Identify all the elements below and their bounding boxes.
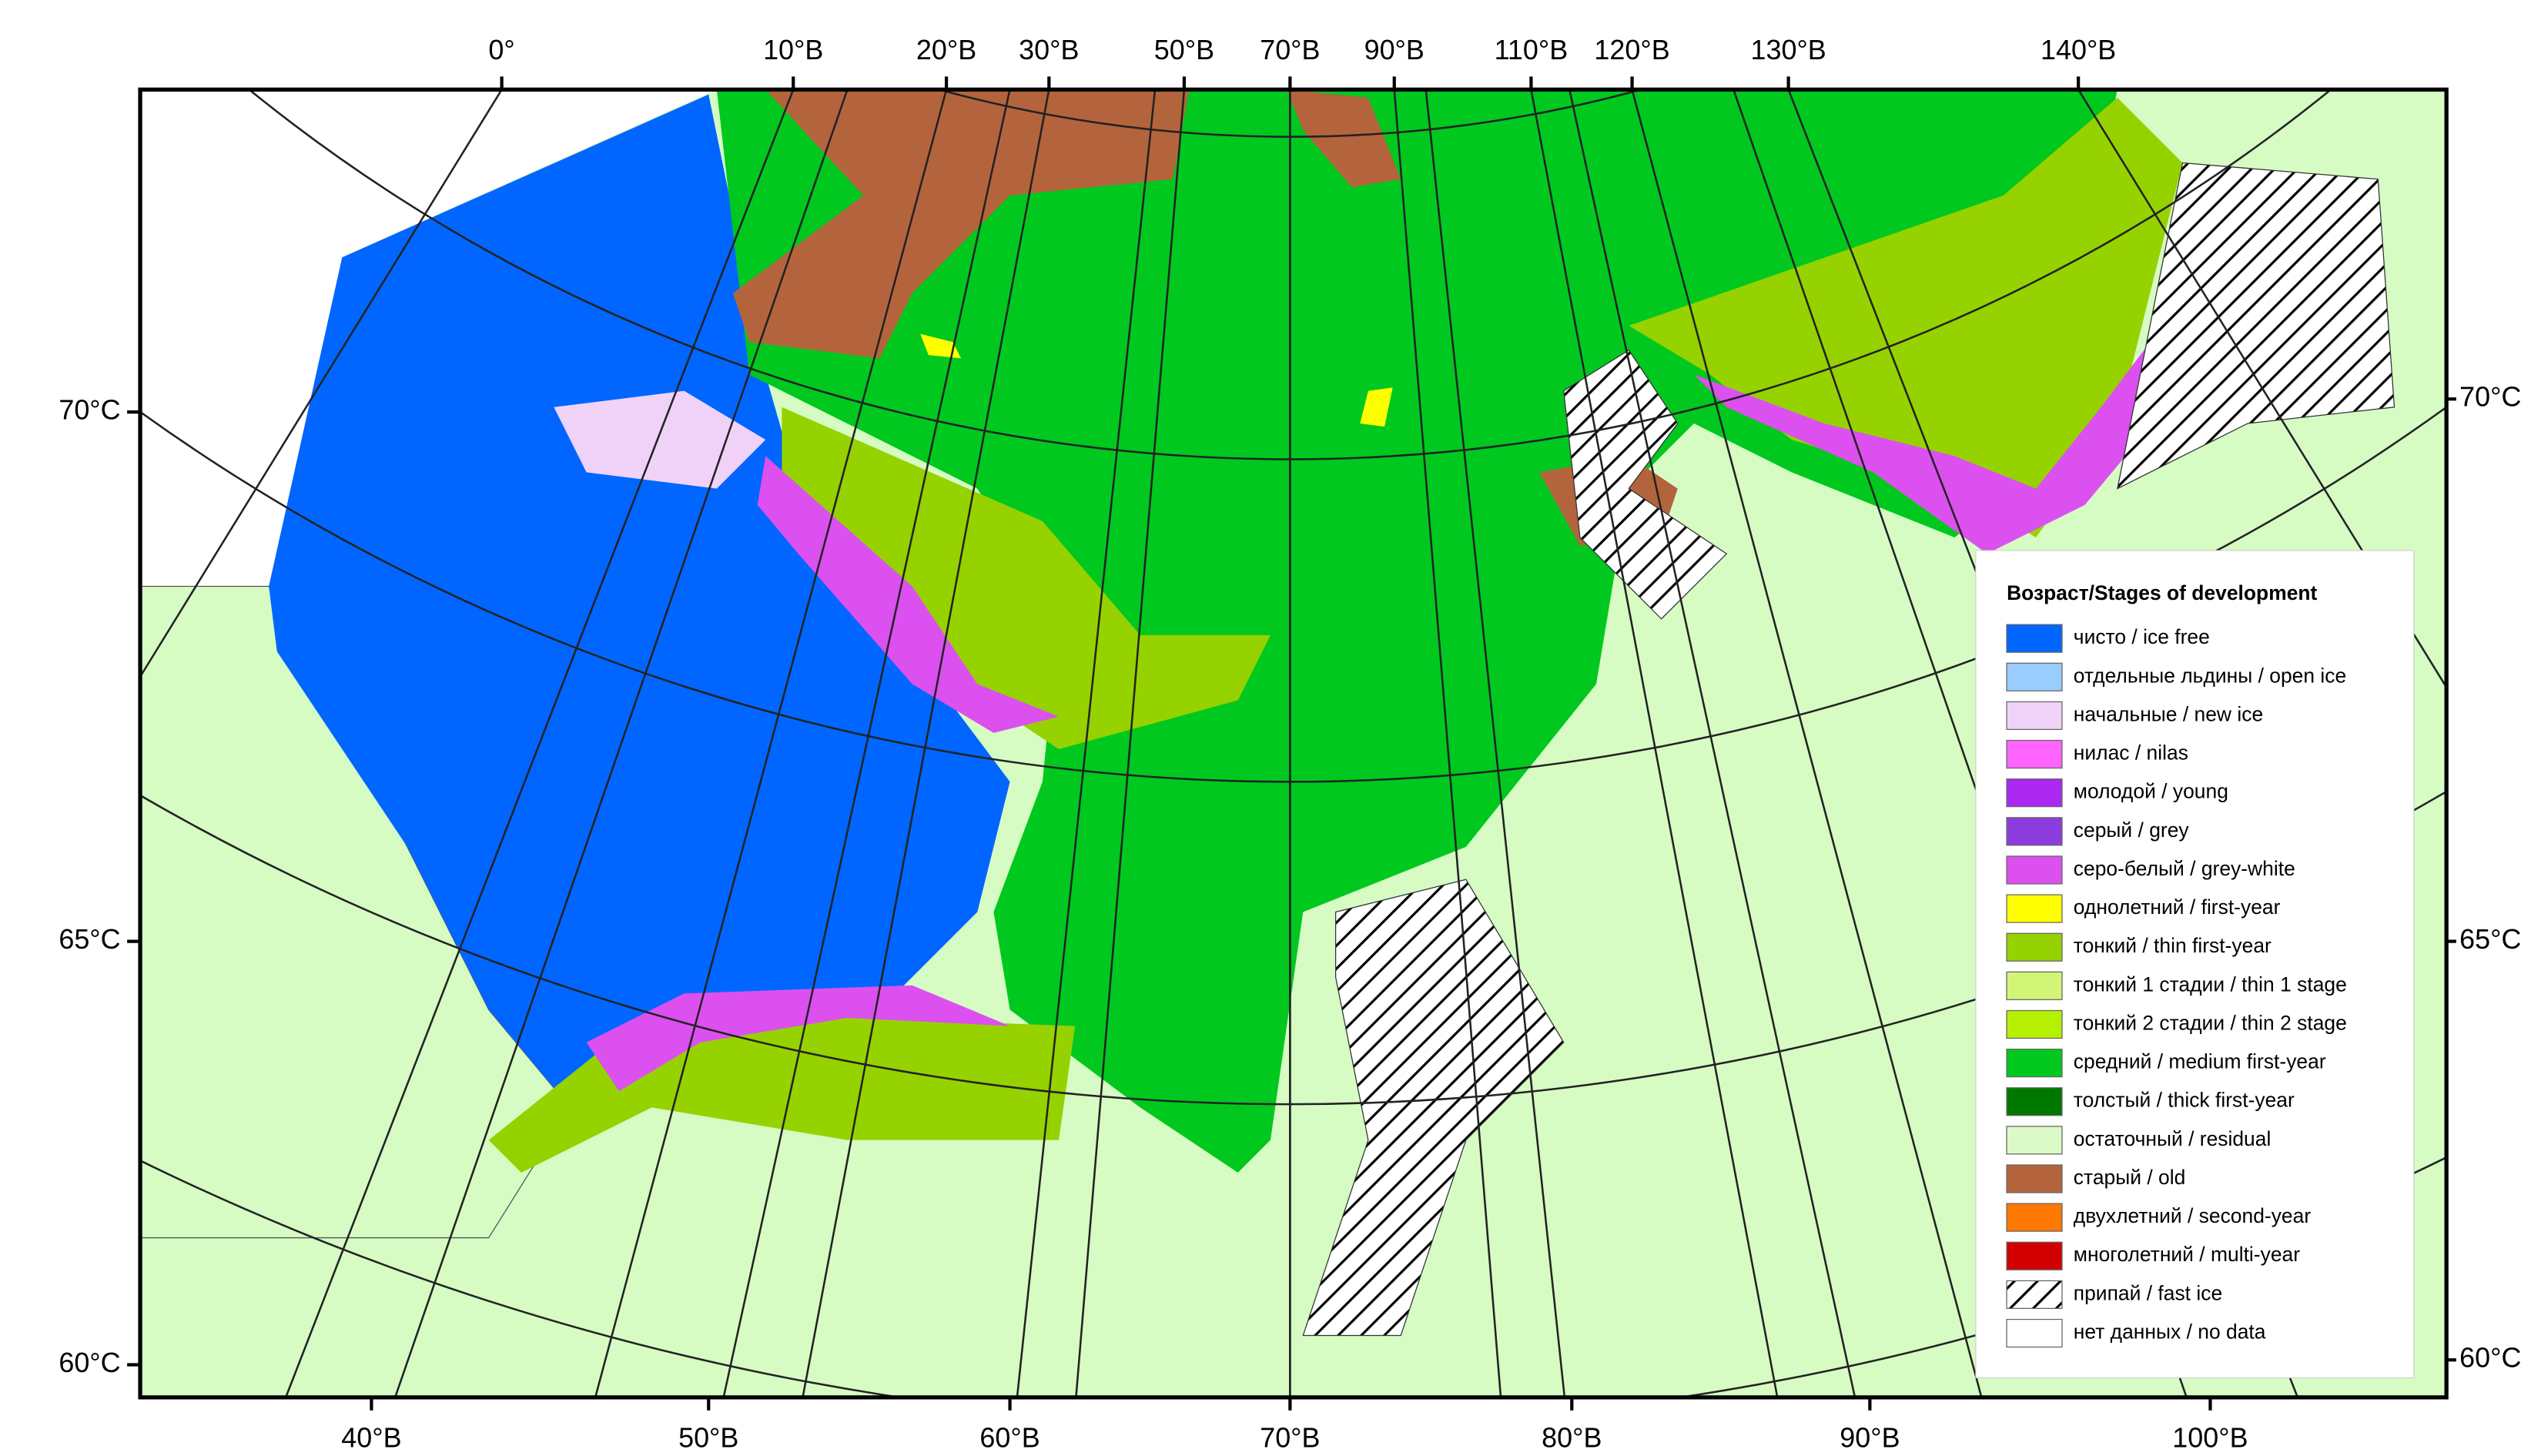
top-label: 20°В — [916, 34, 976, 65]
legend-label: тонкий 2 стадии / thin 2 stage — [2074, 1011, 2347, 1034]
bottom-label: 50°В — [678, 1421, 738, 1453]
left-label: 60°С — [59, 1347, 120, 1378]
meridian — [1530, 89, 1779, 1397]
new-ice — [554, 390, 766, 489]
legend-label: тонкий 1 стадии / thin 1 stage — [2074, 972, 2347, 996]
top-label: 130°В — [1750, 34, 1826, 65]
legend-label: средний / medium first-year — [2074, 1050, 2326, 1073]
fast-ice — [2117, 162, 2395, 490]
legend-swatch — [2006, 971, 2063, 1000]
top-label: 0° — [488, 34, 514, 65]
meridian — [1568, 89, 1856, 1397]
old-ice — [1287, 89, 1401, 188]
bottom-label: 60°В — [979, 1421, 1040, 1453]
legend-swatch — [2006, 1087, 2063, 1116]
meridian — [722, 89, 1011, 1397]
legend: Возраст/Stages of development чисто / ic… — [1975, 550, 2415, 1378]
top-label: 30°В — [1019, 34, 1079, 65]
bottom-label: 100°В — [2172, 1421, 2248, 1453]
legend-label: однолетний / first-year — [2074, 895, 2281, 919]
top-label: 120°В — [1594, 34, 1669, 65]
top-label: 90°В — [1364, 34, 1424, 65]
meridian — [1631, 89, 1983, 1397]
legend-swatch — [2006, 1241, 2063, 1270]
left-label: 70°С — [59, 394, 120, 426]
meridian — [1075, 89, 1186, 1397]
meridian — [393, 89, 849, 1397]
legend-swatch — [2006, 1048, 2063, 1078]
meridian — [284, 89, 795, 1397]
legend-swatch — [2006, 1009, 2063, 1039]
top-label: 10°В — [763, 34, 823, 65]
meridian — [802, 89, 1050, 1397]
legend-label: припай / fast ice — [2074, 1281, 2222, 1304]
bottom-label: 70°В — [1260, 1421, 1320, 1453]
legend-label: чисто / ice free — [2074, 625, 2210, 648]
grey-white-ice — [586, 985, 1010, 1092]
top-label: 70°В — [1260, 34, 1320, 65]
legend-label: серо-белый / grey-white — [2074, 857, 2295, 880]
meridian — [140, 89, 504, 679]
legend-label: толстый / thick first-year — [2074, 1089, 2295, 1112]
legend-label: отдельные льдины / open ice — [2074, 664, 2346, 687]
legend-label: нет данных / no data — [2074, 1320, 2266, 1343]
legend-swatch — [2006, 739, 2063, 769]
legend-swatch — [2006, 932, 2063, 962]
fast-ice — [1563, 349, 1728, 620]
legend-swatch — [2006, 624, 2063, 653]
legend-swatch — [2006, 701, 2063, 731]
meridian — [594, 89, 948, 1397]
bottom-label: 80°В — [1542, 1421, 1602, 1453]
legend-swatch — [2006, 1280, 2063, 1309]
top-label: 140°В — [2040, 34, 2116, 65]
legend-label: тонкий / thin first-year — [2074, 934, 2272, 957]
legend-label: молодой / young — [2074, 780, 2228, 803]
meridian — [1016, 89, 1157, 1397]
no-data-area — [140, 89, 717, 587]
thin-ice — [782, 407, 1270, 749]
legend-label: двухлетний / second-year — [2074, 1204, 2312, 1227]
legend-label: многолетний / multi-year — [2074, 1243, 2300, 1266]
thin-ice — [1629, 97, 2183, 538]
meridian — [1393, 89, 1502, 1397]
legend-swatch — [2006, 1126, 2063, 1155]
legend-swatch — [2006, 1318, 2063, 1348]
top-label: 50°В — [1154, 34, 1214, 65]
legend-swatch — [2006, 1203, 2063, 1232]
fast-ice — [1302, 879, 1565, 1337]
legend-title: Возраст/Stages of development — [2007, 581, 2317, 604]
map-frame — [138, 87, 2449, 1400]
legend-label: остаточный / residual — [2074, 1127, 2272, 1150]
right-label: 60°С — [2459, 1342, 2521, 1374]
coordinate-labels: 0° 10°В 20°В 30°В 50°В 70°В 90°В 110°В 120°В 130°… — [59, 34, 2521, 1453]
grey-white-ice — [1693, 326, 2265, 554]
top-label: 110°В — [1495, 34, 1568, 65]
legend-swatch — [2006, 778, 2063, 808]
legend-swatch — [2006, 894, 2063, 923]
right-label: 70°С — [2459, 381, 2521, 413]
first-year-ice — [920, 333, 962, 359]
left-label: 65°С — [59, 923, 120, 955]
right-label: 65°С — [2459, 923, 2521, 955]
legend-label: начальные / new ice — [2074, 702, 2263, 725]
ice-free-sea — [269, 94, 1010, 1108]
legend-label: старый / old — [2074, 1166, 2186, 1189]
first-year-ice — [1360, 387, 1393, 427]
legend-label: нилас / nilas — [2074, 741, 2188, 765]
legend-label: серый / grey — [2074, 818, 2190, 842]
legend-swatch — [2006, 855, 2063, 885]
legend-swatch — [2006, 1164, 2063, 1193]
bottom-label: 90°В — [1840, 1421, 1900, 1453]
old-ice — [732, 89, 1190, 359]
meridian — [1424, 89, 1566, 1397]
legend-swatch — [2006, 817, 2063, 846]
legend-swatch — [2006, 662, 2063, 691]
grey-white-ice — [757, 456, 1060, 733]
meridian — [2077, 89, 2447, 690]
bottom-label: 40°В — [341, 1421, 401, 1453]
